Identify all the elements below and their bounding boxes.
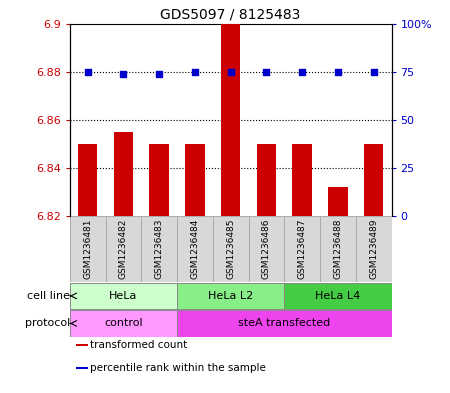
FancyBboxPatch shape [177, 283, 284, 309]
FancyBboxPatch shape [284, 216, 320, 282]
Bar [76, 344, 88, 347]
Text: GSM1236484: GSM1236484 [190, 219, 199, 279]
Text: GSM1236485: GSM1236485 [226, 219, 235, 279]
Bar [221, 24, 240, 216]
Title: GDS5097 / 8125483: GDS5097 / 8125483 [161, 7, 301, 21]
Text: HeLa: HeLa [109, 291, 138, 301]
Bar [328, 187, 348, 216]
Bar [149, 144, 169, 216]
Bar [185, 144, 205, 216]
Text: HeLa L4: HeLa L4 [315, 291, 360, 301]
Point [191, 68, 198, 75]
Text: GSM1236487: GSM1236487 [297, 219, 306, 279]
Text: GSM1236486: GSM1236486 [262, 219, 271, 279]
Text: GSM1236489: GSM1236489 [369, 219, 378, 279]
FancyBboxPatch shape [177, 216, 213, 282]
FancyBboxPatch shape [70, 283, 177, 309]
FancyBboxPatch shape [320, 216, 356, 282]
Text: steA transfected: steA transfected [238, 318, 330, 329]
FancyBboxPatch shape [248, 216, 284, 282]
Text: transformed count: transformed count [90, 340, 187, 350]
Point [227, 68, 234, 75]
Point [263, 68, 270, 75]
Text: control: control [104, 318, 143, 329]
Point [298, 68, 306, 75]
Point [120, 70, 127, 77]
FancyBboxPatch shape [356, 216, 392, 282]
Bar [256, 144, 276, 216]
Bar [292, 144, 312, 216]
Text: GSM1236488: GSM1236488 [333, 219, 342, 279]
Bar [78, 144, 98, 216]
Point [156, 70, 163, 77]
Text: GSM1236483: GSM1236483 [155, 219, 164, 279]
Text: GSM1236481: GSM1236481 [83, 219, 92, 279]
Bar [113, 132, 133, 216]
Text: cell line: cell line [27, 291, 70, 301]
Point [370, 68, 377, 75]
FancyBboxPatch shape [70, 216, 105, 282]
FancyBboxPatch shape [177, 310, 392, 337]
Bar [364, 144, 383, 216]
FancyBboxPatch shape [70, 310, 177, 337]
FancyBboxPatch shape [284, 283, 392, 309]
Text: protocol: protocol [24, 318, 70, 329]
Text: HeLa L2: HeLa L2 [208, 291, 253, 301]
Point [334, 68, 342, 75]
Point [84, 68, 91, 75]
FancyBboxPatch shape [141, 216, 177, 282]
Text: percentile rank within the sample: percentile rank within the sample [90, 363, 266, 373]
FancyBboxPatch shape [213, 216, 248, 282]
Bar [76, 367, 88, 369]
FancyBboxPatch shape [105, 216, 141, 282]
Text: GSM1236482: GSM1236482 [119, 219, 128, 279]
